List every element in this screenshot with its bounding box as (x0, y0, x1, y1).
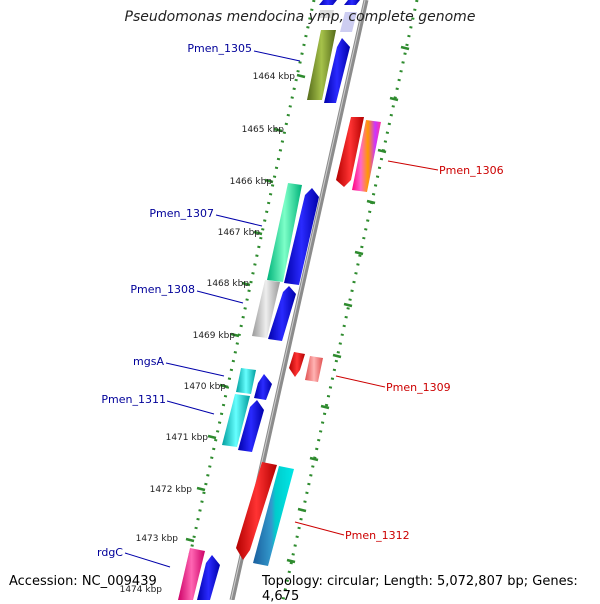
gene-label: Pmen_1307 (149, 207, 214, 220)
tick-label: 1464 kbp (253, 72, 296, 82)
tick-label: 1466 kbp (230, 177, 273, 187)
gene-labels: Pmen_1305 Pmen_1306 Pmen_1307 Pmen_1308 … (97, 42, 504, 559)
tick-labels: 1464 kbp 1465 kbp 1466 kbp 1467 kbp 1468 kbp… (120, 72, 296, 595)
gene-Pmen_1305[interactable] (307, 30, 350, 103)
tick-label: 1472 kbp (150, 485, 193, 495)
accession-label: Accession: NC_009439 (9, 574, 157, 589)
gene-Pmen_1308[interactable] (252, 280, 296, 341)
outer-ruler (281, 0, 419, 601)
gene-rdgC[interactable] (178, 548, 220, 600)
tick-label: 1474 kbp (120, 585, 163, 595)
gene-label: Pmen_1309 (386, 381, 451, 394)
tick-label: 1469 kbp (193, 331, 236, 341)
gene-mgsA[interactable] (236, 368, 272, 400)
inner-ruler (178, 0, 316, 601)
tick-label: 1467 kbp (218, 228, 261, 238)
tick-label: 1471 kbp (166, 433, 209, 443)
gene-label: Pmen_1305 (187, 42, 252, 55)
tick-label: 1468 kbp (207, 279, 250, 289)
gene-label: Pmen_1312 (345, 529, 410, 542)
leader-lines (124, 50, 439, 568)
gene-label: Pmen_1311 (101, 393, 166, 406)
tick-label: 1465 kbp (242, 125, 285, 135)
gene-Pmen_1309[interactable] (289, 352, 323, 382)
gene-Pmen_1312[interactable] (236, 462, 294, 566)
tick-label: 1470 kbp (184, 382, 227, 392)
gene-Pmen_1306[interactable] (336, 117, 381, 192)
gene-label: Pmen_1306 (439, 164, 504, 177)
gene-top-partial (318, 0, 360, 32)
inner-ruler-ticks (185, 73, 306, 543)
outer-ruler-ticks (286, 45, 410, 564)
tick-label: 1473 kbp (136, 534, 179, 544)
gene-Pmen_1307[interactable] (267, 183, 319, 285)
gene-label: Pmen_1308 (130, 283, 195, 296)
gene-label: rdgC (97, 546, 123, 559)
gene-label: mgsA (133, 355, 164, 368)
gene-Pmen_1311[interactable] (222, 394, 264, 452)
map-title: Pseudomonas mendocina ymp, complete geno… (124, 9, 476, 25)
